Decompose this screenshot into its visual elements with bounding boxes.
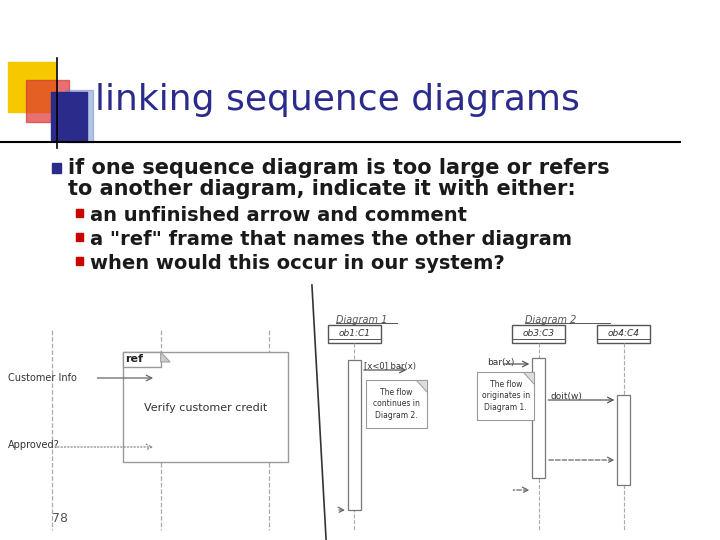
Text: to another diagram, indicate it with either:: to another diagram, indicate it with eit… xyxy=(68,179,576,199)
Bar xyxy=(328,325,381,343)
Bar xyxy=(8,62,55,112)
Bar xyxy=(76,257,84,265)
Bar xyxy=(617,395,631,485)
Text: Approved?: Approved? xyxy=(8,440,59,450)
Text: 78: 78 xyxy=(52,512,68,525)
Polygon shape xyxy=(161,352,170,362)
Text: a "ref" frame that names the other diagram: a "ref" frame that names the other diagr… xyxy=(90,230,572,249)
Text: Diagram 2: Diagram 2 xyxy=(525,315,576,325)
Text: doit(w): doit(w) xyxy=(550,393,582,402)
Text: ob4:C4: ob4:C4 xyxy=(608,329,640,339)
Text: bar(x): bar(x) xyxy=(487,357,514,367)
Text: linking sequence diagrams: linking sequence diagrams xyxy=(94,83,580,117)
Text: The flow
originates in
Diagram 1.: The flow originates in Diagram 1. xyxy=(482,380,530,413)
Text: Diagram 1: Diagram 1 xyxy=(336,315,387,325)
Bar xyxy=(27,80,69,122)
Text: Customer Info: Customer Info xyxy=(8,373,76,383)
Bar xyxy=(348,360,361,510)
Bar xyxy=(51,92,87,140)
Bar xyxy=(123,352,288,462)
Text: ob3:C3: ob3:C3 xyxy=(523,329,555,339)
Bar xyxy=(532,358,546,478)
Text: if one sequence diagram is too large or refers: if one sequence diagram is too large or … xyxy=(68,158,610,178)
Bar xyxy=(477,372,534,420)
Bar xyxy=(513,325,565,343)
Text: an unfinished arrow and comment: an unfinished arrow and comment xyxy=(90,206,467,225)
Text: Verify customer credit: Verify customer credit xyxy=(145,403,268,413)
Bar xyxy=(76,209,84,217)
Text: when would this occur in our system?: when would this occur in our system? xyxy=(90,254,505,273)
Bar xyxy=(76,233,84,241)
Text: ref: ref xyxy=(125,354,143,364)
Text: [x<0] bar(x): [x<0] bar(x) xyxy=(364,362,416,372)
Text: The flow
continues in
Diagram 2.: The flow continues in Diagram 2. xyxy=(373,388,420,420)
Bar xyxy=(66,90,93,142)
Bar xyxy=(52,163,61,173)
Text: ob1:C1: ob1:C1 xyxy=(338,329,371,339)
Bar xyxy=(123,352,161,367)
Polygon shape xyxy=(416,380,427,392)
Polygon shape xyxy=(523,372,534,384)
Bar xyxy=(598,325,650,343)
Bar xyxy=(366,380,427,428)
